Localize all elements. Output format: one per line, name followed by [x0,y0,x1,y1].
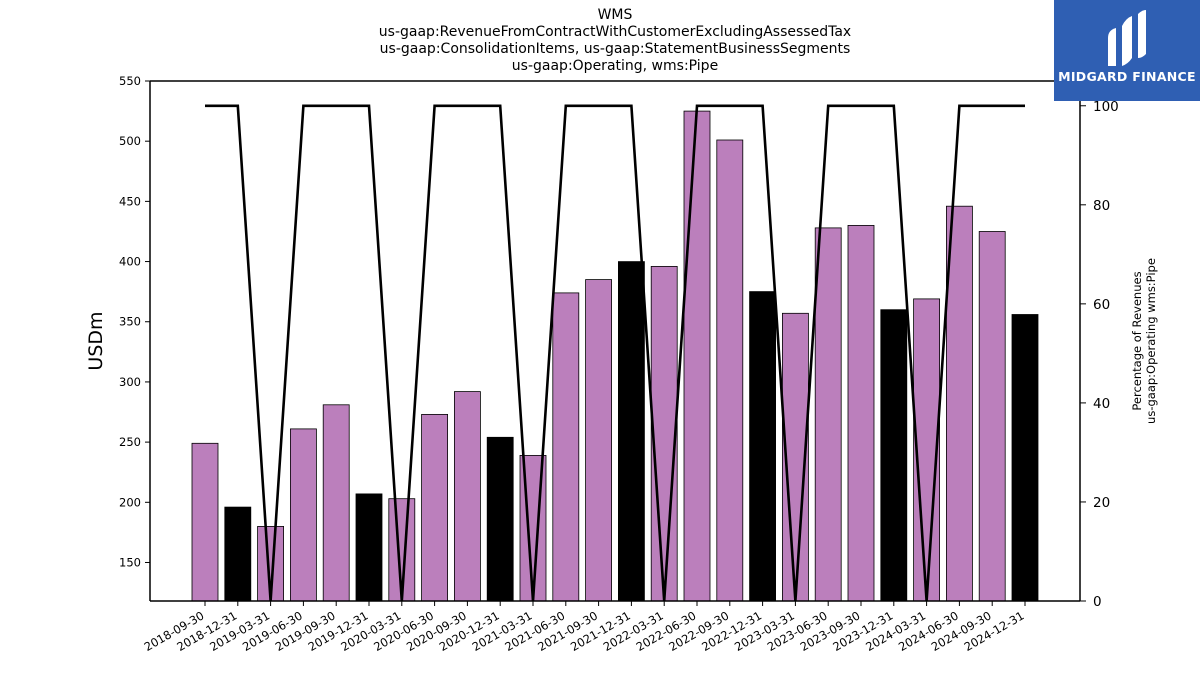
bar [847,224,875,602]
bar [355,493,383,602]
bar [1011,314,1039,602]
chart-title-line: us-gaap:RevenueFromContractWithCustomerE… [378,24,852,40]
chart-title-line: us-gaap:ConsolidationItems, us-gaap:Stat… [379,41,851,57]
logo-mark-icon [1108,10,1146,66]
y-tick-label: 250 [119,435,141,449]
y2-tick-label: 100 [1093,99,1119,115]
bar [650,265,678,602]
bar [880,309,908,602]
y-tick-label: 300 [119,375,141,389]
bar [716,139,744,602]
bar [224,506,252,602]
bar [814,227,842,602]
bar [749,291,776,602]
y-tick-label: 350 [119,315,141,329]
y2-tick-label: 40 [1093,396,1110,412]
bar [191,442,219,602]
bar [552,292,580,602]
y-axis-label: USDm [85,311,107,370]
bar [421,413,449,602]
logo-text: MIDGARD FINANCE [1058,69,1196,84]
y2-tick-label: 20 [1093,495,1110,511]
y-tick-label: 200 [119,495,141,509]
y2-tick-label: 60 [1093,297,1110,313]
bar [946,205,973,602]
y-tick-label: 400 [119,255,141,269]
bar [322,404,350,602]
bar [289,428,317,602]
percentage-line [205,104,1025,602]
bar [453,391,481,602]
bar [585,279,612,602]
y-tick-label: 450 [119,194,141,208]
y-tick-label: 550 [119,74,141,88]
bar [978,231,1006,602]
y-tick-label: 500 [119,134,141,148]
bar [618,261,645,602]
bar [486,436,514,602]
chart-title-line: WMS [597,7,633,23]
y2-axis-label: Percentage of Revenues [1130,271,1144,410]
brand-logo: MIDGARD FINANCE [1054,0,1200,101]
y2-axis-label: us-gaap:Operating wms:Pipe [1144,258,1158,424]
bar [683,110,711,602]
chart-title-line: us-gaap:Operating, wms:Pipe [511,58,719,74]
y2-tick-label: 80 [1093,198,1110,214]
y2-tick-label: 0 [1093,594,1102,610]
y-tick-label: 150 [119,555,141,569]
